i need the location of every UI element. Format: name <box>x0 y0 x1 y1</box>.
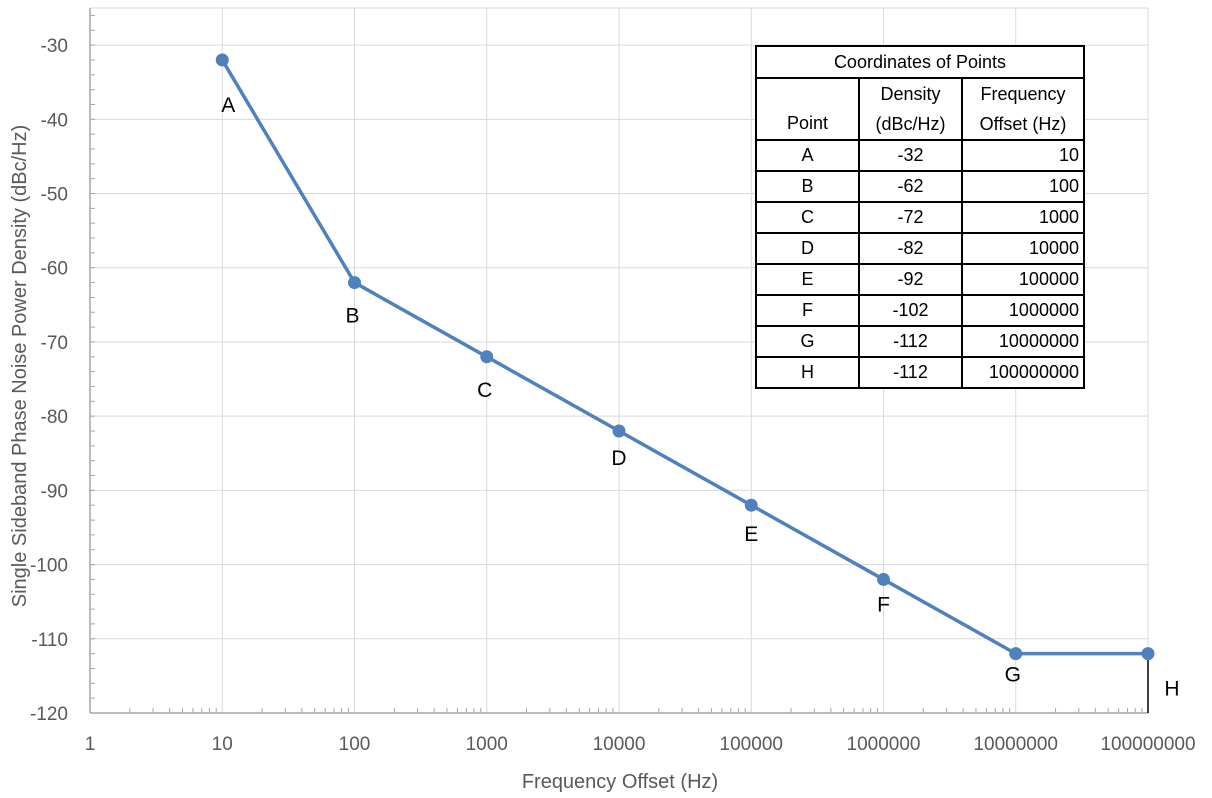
x-tick-label: 100000000 <box>1100 734 1195 755</box>
cell-point: C <box>755 201 860 234</box>
series-line <box>220 59 1148 656</box>
cell-density: -82 <box>858 232 963 265</box>
header-density-line2: (dBc/Hz) <box>858 110 963 141</box>
cell-frequency: 100000 <box>961 263 1085 296</box>
table-title-row: Coordinates of Points <box>755 45 1085 79</box>
x-tick-label: 1000 <box>466 734 508 755</box>
table-row: G -112 10000000 <box>755 325 1085 358</box>
cell-point: E <box>755 263 860 296</box>
y-tick-label: -80 <box>41 407 68 428</box>
x-tick-label: 10000000 <box>973 734 1058 755</box>
x-tick-label: 10 <box>212 734 233 755</box>
data-point-e <box>744 498 758 512</box>
table-header-row-1: Point Density Frequency <box>755 77 1085 141</box>
cell-point: H <box>755 356 860 389</box>
cell-point: G <box>755 325 860 358</box>
data-point-f <box>877 572 890 586</box>
data-point-a <box>215 53 229 67</box>
cell-frequency: 10000000 <box>961 325 1085 358</box>
cell-point: D <box>755 232 860 265</box>
header-density-line1: Density <box>858 77 963 110</box>
point-label-b: B <box>345 305 359 328</box>
cell-frequency: 100000000 <box>961 356 1085 389</box>
table-header-row-2: (dBc/Hz) Offset (Hz) <box>756 110 1085 141</box>
x-tick-label: 10000 <box>593 734 646 755</box>
series <box>215 53 1155 661</box>
header-frequency-line2: Offset (Hz) <box>961 110 1085 141</box>
table-row: A -32 10 <box>755 139 1085 172</box>
cell-frequency: 1000000 <box>961 294 1085 327</box>
cell-point: B <box>755 170 860 203</box>
data-point-h <box>1141 647 1155 661</box>
axes <box>89 8 1149 714</box>
cell-density: -62 <box>858 170 963 203</box>
y-tick-label: -40 <box>41 110 68 131</box>
cell-point: A <box>755 139 860 172</box>
point-label-e: E <box>744 523 758 546</box>
data-point-d <box>612 424 626 438</box>
table-row: E -92 100000 <box>755 263 1085 296</box>
y-tick-label: -120 <box>30 704 68 725</box>
data-point-c <box>480 350 494 364</box>
point-label-c: C <box>477 379 492 402</box>
x-tick-label: 1 <box>85 734 96 755</box>
table-row: D -82 10000 <box>755 232 1085 265</box>
cell-density: -112 <box>858 325 963 358</box>
point-label-a: A <box>221 94 235 117</box>
y-tick-label: -100 <box>30 556 68 577</box>
cell-density: -112 <box>858 356 963 389</box>
table-row: F -102 1000000 <box>755 294 1085 327</box>
x-tick-label: 100000 <box>720 734 783 755</box>
cell-frequency: 10000 <box>961 232 1085 265</box>
cell-density: -72 <box>858 201 963 234</box>
data-point-g <box>1009 647 1023 661</box>
table-row: C -72 1000 <box>755 201 1085 234</box>
y-tick-label: -70 <box>41 333 68 354</box>
point-label-g: G <box>1005 664 1021 687</box>
y-tick-label: -110 <box>31 630 68 651</box>
y-tick-label: -50 <box>41 185 68 206</box>
table-row: H -112 100000000 <box>755 356 1085 389</box>
y-tick-label: -30 <box>41 36 68 57</box>
cell-frequency: 10 <box>961 139 1085 172</box>
x-tick-label: 1000000 <box>847 734 921 755</box>
coordinates-table: Coordinates of Points Point Density Freq… <box>755 45 1085 389</box>
cell-frequency: 100 <box>961 170 1085 203</box>
x-tick-label: 100 <box>339 734 371 755</box>
cell-density: -92 <box>858 263 963 296</box>
y-axis-title: Single Sideband Phase Noise Power Densit… <box>9 125 31 607</box>
point-label-f: F <box>877 593 890 616</box>
cell-point: F <box>755 294 860 327</box>
table-title: Coordinates of Points <box>755 45 1085 79</box>
y-tick-label: -90 <box>41 481 68 502</box>
x-axis-title: Frequency Offset (Hz) <box>522 771 718 793</box>
table-row: B -62 100 <box>755 170 1085 203</box>
point-label-h: H <box>1164 678 1179 701</box>
cell-density: -32 <box>858 139 963 172</box>
header-frequency-line1: Frequency <box>961 77 1085 110</box>
cell-density: -102 <box>858 294 963 327</box>
y-tick-label: -60 <box>41 259 68 280</box>
table-body: A -32 10 B -62 100 C -72 1000 D -82 10000 E -92 100000… <box>755 139 1085 389</box>
point-label-d: D <box>611 447 626 470</box>
header-point: Point <box>755 77 860 141</box>
data-point-b <box>348 276 361 290</box>
cell-frequency: 1000 <box>961 201 1085 234</box>
